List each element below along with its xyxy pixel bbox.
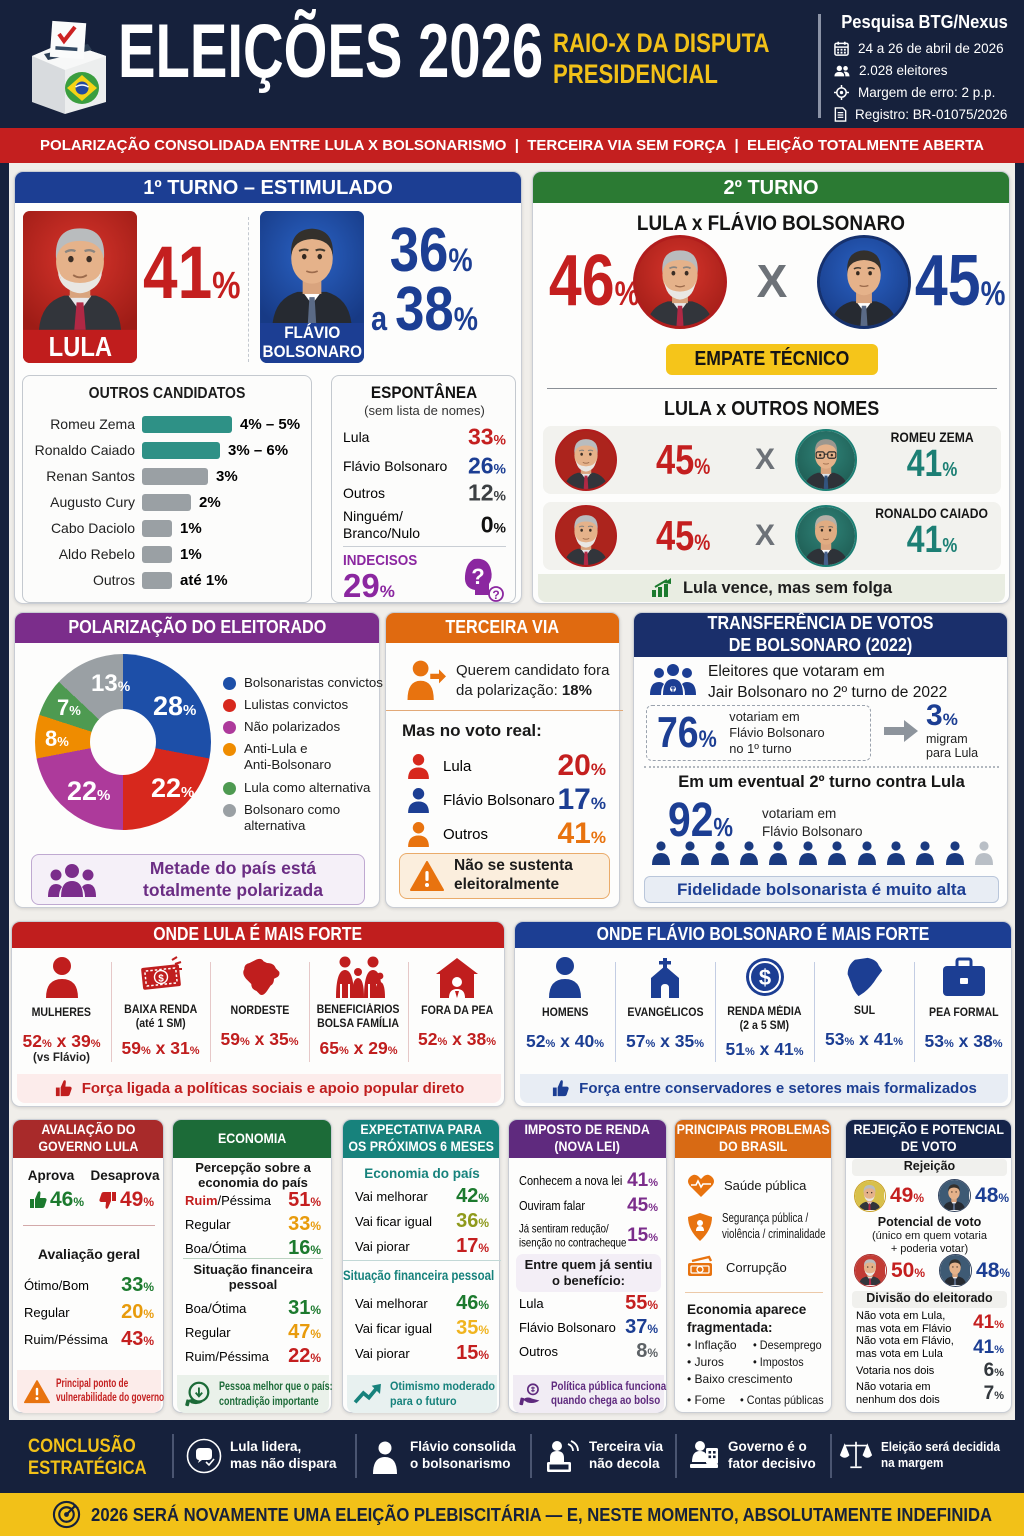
- svg-text:?: ?: [492, 588, 499, 602]
- svg-text:$: $: [758, 965, 770, 990]
- svg-text:?: ?: [471, 564, 484, 589]
- svg-text:$: $: [158, 973, 164, 984]
